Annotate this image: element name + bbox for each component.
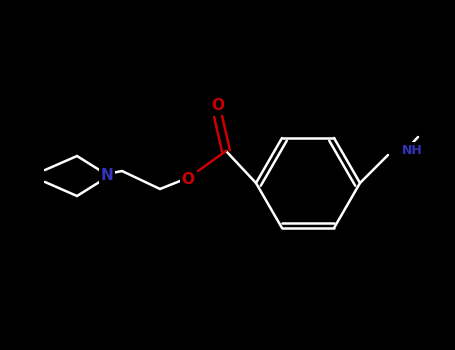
Text: N: N [101,168,113,183]
Text: O: O [212,98,224,113]
Text: O: O [182,172,194,187]
Text: NH: NH [402,144,423,156]
